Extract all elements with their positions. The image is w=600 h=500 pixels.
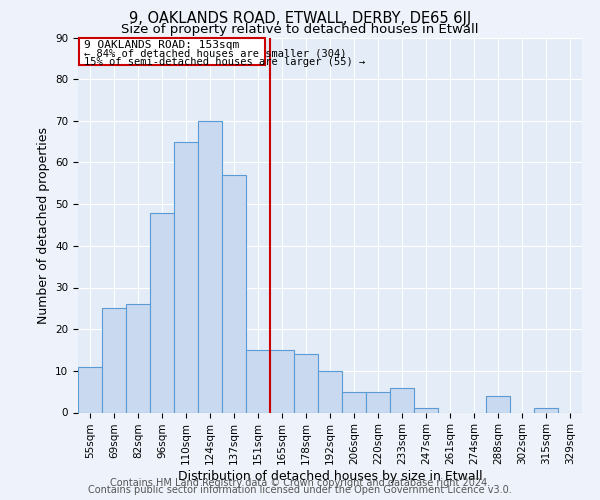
Bar bbox=[174, 142, 198, 412]
Bar bbox=[222, 175, 246, 412]
Bar bbox=[78, 366, 102, 412]
Text: 9 OAKLANDS ROAD: 153sqm: 9 OAKLANDS ROAD: 153sqm bbox=[84, 40, 239, 50]
Text: Contains public sector information licensed under the Open Government Licence v3: Contains public sector information licen… bbox=[88, 485, 512, 495]
Bar bbox=[318, 371, 342, 412]
Bar bbox=[294, 354, 318, 412]
FancyBboxPatch shape bbox=[79, 38, 265, 64]
Text: 9, OAKLANDS ROAD, ETWALL, DERBY, DE65 6JJ: 9, OAKLANDS ROAD, ETWALL, DERBY, DE65 6J… bbox=[129, 11, 471, 26]
Bar bbox=[390, 388, 414, 412]
Bar bbox=[486, 396, 510, 412]
Bar bbox=[150, 212, 174, 412]
Bar bbox=[366, 392, 390, 412]
Y-axis label: Number of detached properties: Number of detached properties bbox=[37, 126, 50, 324]
Bar bbox=[270, 350, 294, 412]
Bar bbox=[198, 121, 222, 412]
Text: ← 84% of detached houses are smaller (304): ← 84% of detached houses are smaller (30… bbox=[84, 49, 347, 58]
X-axis label: Distribution of detached houses by size in Etwall: Distribution of detached houses by size … bbox=[178, 470, 482, 483]
Text: Size of property relative to detached houses in Etwall: Size of property relative to detached ho… bbox=[121, 22, 479, 36]
Bar bbox=[102, 308, 126, 412]
Text: 15% of semi-detached houses are larger (55) →: 15% of semi-detached houses are larger (… bbox=[84, 56, 365, 66]
Text: Contains HM Land Registry data © Crown copyright and database right 2024.: Contains HM Land Registry data © Crown c… bbox=[110, 478, 490, 488]
Bar bbox=[126, 304, 150, 412]
Bar bbox=[342, 392, 366, 412]
Bar bbox=[414, 408, 438, 412]
Bar bbox=[246, 350, 270, 412]
Bar bbox=[534, 408, 558, 412]
